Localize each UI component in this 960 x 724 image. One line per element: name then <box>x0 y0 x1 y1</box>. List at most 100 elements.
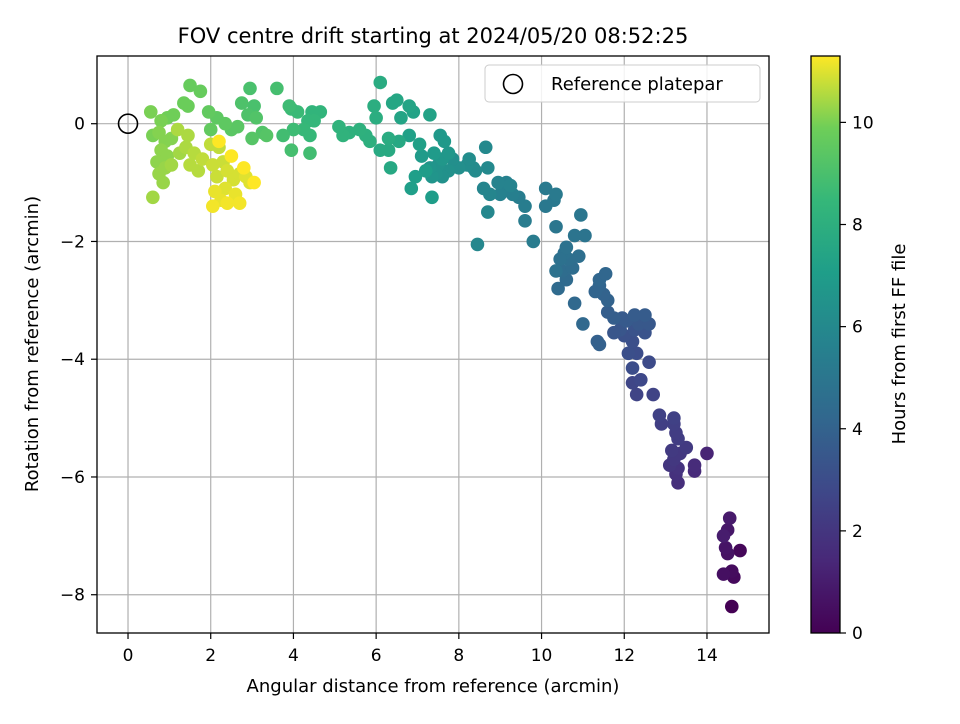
data-point <box>441 146 456 160</box>
data-point <box>700 446 714 461</box>
data-point <box>718 540 733 555</box>
data-point <box>414 149 429 163</box>
data-point <box>232 196 247 210</box>
data-point <box>156 175 170 190</box>
data-point <box>203 122 218 137</box>
data-point <box>177 96 191 110</box>
data-point <box>210 169 224 184</box>
data-point <box>404 181 419 196</box>
data-point <box>687 458 702 472</box>
data-point <box>296 122 311 137</box>
chart-title: FOV centre drift starting at 2024/05/20 … <box>178 24 689 48</box>
data-point <box>234 96 249 110</box>
data-point <box>332 119 346 134</box>
data-point <box>549 264 563 278</box>
colorbar-tick-label: 2 <box>852 522 863 542</box>
data-point <box>590 334 605 349</box>
data-point <box>276 128 290 143</box>
data-point <box>402 128 417 143</box>
data-point <box>553 252 567 266</box>
data-point <box>634 373 648 387</box>
data-point <box>284 143 299 158</box>
data-point <box>383 161 398 175</box>
data-point <box>646 387 661 402</box>
data-point <box>493 187 508 202</box>
y-tick-label: −8 <box>60 586 85 606</box>
data-point <box>716 529 731 543</box>
data-point <box>476 181 491 196</box>
data-point <box>724 599 739 614</box>
data-point <box>412 137 427 152</box>
data-point <box>733 543 747 558</box>
data-point <box>164 158 179 172</box>
data-point <box>423 108 437 122</box>
data-point <box>642 355 656 369</box>
data-point <box>249 111 264 125</box>
data-point <box>470 237 485 252</box>
grid <box>97 56 769 633</box>
data-point <box>549 219 563 234</box>
data-point <box>373 75 388 90</box>
data-point <box>427 146 441 160</box>
data-point <box>205 199 220 213</box>
legend: Reference platepar <box>484 64 761 103</box>
x-axis-label: Angular distance from reference (arcmin) <box>247 676 620 697</box>
data-point <box>480 161 495 175</box>
colorbar-tick-label: 0 <box>852 624 863 644</box>
data-point <box>576 317 590 331</box>
data-point <box>367 99 381 113</box>
data-point <box>574 208 588 222</box>
legend-marker-icon <box>502 73 524 95</box>
data-point <box>549 187 563 202</box>
data-point <box>394 111 408 125</box>
x-tick-label: 10 <box>531 646 553 666</box>
data-point <box>567 296 582 311</box>
data-point <box>352 122 367 137</box>
data-points <box>143 75 747 614</box>
data-point <box>625 361 640 375</box>
y-axis-ticks: 0 −2 −4 −6 −8 <box>60 115 97 606</box>
data-point <box>679 440 694 455</box>
data-point <box>220 196 235 210</box>
data-point <box>212 134 226 149</box>
data-point <box>237 161 251 175</box>
data-point <box>638 308 652 322</box>
data-point <box>462 152 476 166</box>
data-point <box>170 122 185 137</box>
data-point <box>478 140 493 155</box>
data-point <box>402 99 417 113</box>
data-point <box>567 228 582 243</box>
data-point <box>433 128 448 143</box>
data-point <box>526 234 541 249</box>
plot-frame <box>96 55 770 634</box>
data-point <box>722 511 737 525</box>
colorbar-tick-label: 10 <box>852 113 874 133</box>
y-tick-label: −6 <box>60 468 85 488</box>
data-point <box>369 111 383 125</box>
data-point <box>270 81 284 96</box>
x-tick-label: 2 <box>205 646 216 666</box>
data-point <box>205 158 220 172</box>
data-point <box>425 190 439 205</box>
data-point <box>245 131 259 146</box>
data-point <box>578 228 592 243</box>
colorbar <box>810 55 841 634</box>
reference-platepar-marker <box>117 113 139 135</box>
data-point <box>243 81 257 96</box>
data-point <box>181 128 195 143</box>
data-point <box>259 128 274 143</box>
data-point <box>201 105 216 119</box>
data-point <box>607 325 621 340</box>
y-tick-label: −4 <box>60 350 85 370</box>
colorbar-tick-label: 6 <box>852 318 863 338</box>
data-point <box>627 308 642 322</box>
data-point <box>183 78 197 93</box>
data-point <box>286 122 301 137</box>
data-point <box>621 346 636 361</box>
data-point <box>154 113 168 128</box>
x-tick-label: 8 <box>453 646 464 666</box>
data-point <box>224 149 239 163</box>
y-tick-label: 0 <box>74 115 85 135</box>
data-point <box>538 199 553 213</box>
data-point <box>191 164 206 178</box>
